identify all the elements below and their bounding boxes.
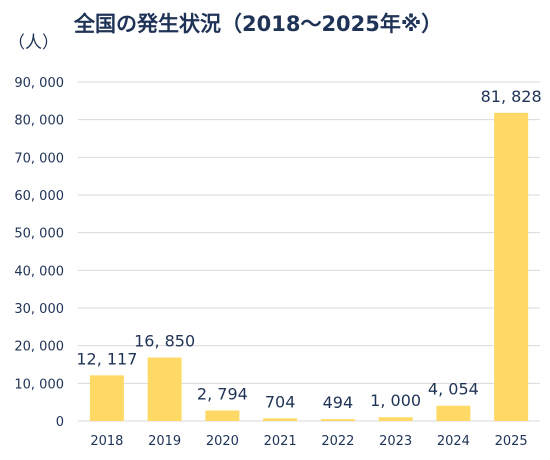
y-tick-label: 30, 000 bbox=[14, 302, 64, 317]
y-tick-label: 40, 000 bbox=[14, 264, 64, 279]
bar bbox=[263, 418, 298, 421]
y-tick-label: 70, 000 bbox=[14, 151, 64, 166]
bar bbox=[89, 375, 124, 421]
data-label: 12, 117 bbox=[76, 349, 137, 368]
y-axis-ticks: 0 10, 000 20, 000 30, 000 40, 000 50, 000 60, … bbox=[14, 76, 64, 430]
data-label: 4, 054 bbox=[428, 380, 479, 399]
chart-title: 全国の発生状況（2018〜2025年※） bbox=[74, 12, 443, 36]
data-label: 1, 000 bbox=[370, 391, 421, 410]
y-tick-label: 60, 000 bbox=[14, 189, 64, 204]
x-axis-categories: 2018 2019 2020 2021 2022 2023 2024 2025 bbox=[90, 434, 527, 449]
y-axis-unit-label: （人） bbox=[8, 33, 59, 53]
y-tick-label: 0 bbox=[56, 415, 64, 430]
bars bbox=[89, 112, 529, 422]
bar bbox=[205, 410, 240, 421]
y-tick-label: 80, 000 bbox=[14, 114, 64, 129]
x-category-label: 2025 bbox=[495, 434, 528, 449]
data-label: 2, 794 bbox=[197, 384, 248, 403]
x-category-label: 2021 bbox=[264, 434, 297, 449]
bar bbox=[494, 112, 529, 422]
x-category-label: 2023 bbox=[379, 434, 412, 449]
data-label: 16, 850 bbox=[134, 332, 195, 351]
data-label: 81, 828 bbox=[481, 87, 542, 106]
bar bbox=[147, 357, 182, 421]
bar bbox=[436, 405, 471, 421]
y-tick-label: 90, 000 bbox=[14, 76, 64, 91]
x-category-label: 2024 bbox=[437, 434, 470, 449]
x-category-label: 2018 bbox=[90, 434, 123, 449]
x-category-label: 2022 bbox=[321, 434, 354, 449]
bar bbox=[378, 417, 413, 421]
x-category-label: 2019 bbox=[148, 434, 181, 449]
data-label: 704 bbox=[265, 392, 296, 411]
x-category-label: 2020 bbox=[206, 434, 239, 449]
grid-lines bbox=[78, 81, 540, 422]
y-tick-label: 20, 000 bbox=[14, 340, 64, 355]
y-tick-label: 10, 000 bbox=[14, 377, 64, 392]
bar bbox=[320, 419, 355, 421]
y-tick-label: 50, 000 bbox=[14, 227, 64, 242]
data-label: 494 bbox=[323, 393, 354, 412]
